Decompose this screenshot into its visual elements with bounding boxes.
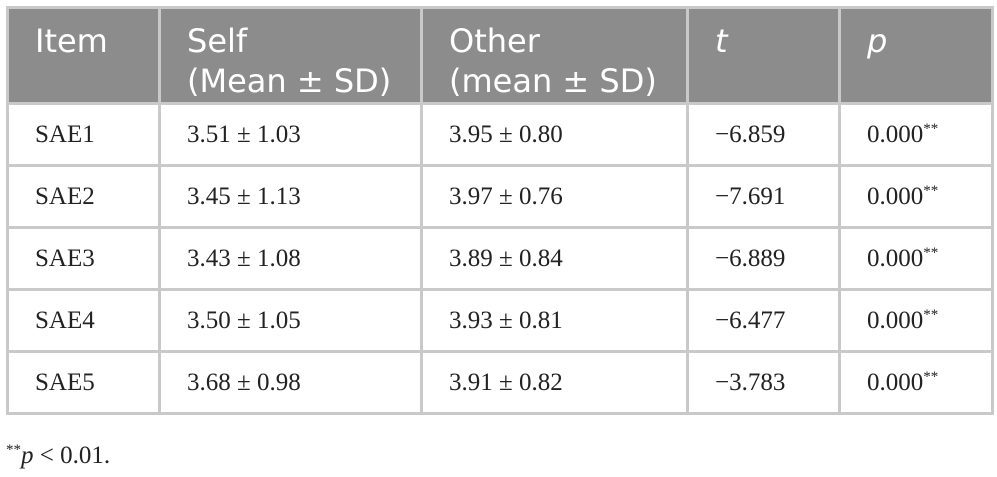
cell: −6.859 bbox=[686, 102, 841, 167]
header-cell: Other (mean ± SD) bbox=[420, 6, 689, 105]
table-row: SAE4 3.50 ± 1.05 3.93 ± 0.81 −6.477 0.000** bbox=[6, 288, 994, 353]
significance-marker: ** bbox=[923, 182, 939, 199]
cell: 3.97 ± 0.76 bbox=[420, 164, 689, 229]
cell: 3.45 ± 1.13 bbox=[158, 164, 423, 229]
cell: 3.50 ± 1.05 bbox=[158, 288, 423, 353]
cell: −3.783 bbox=[686, 350, 841, 415]
header-text: t bbox=[715, 22, 728, 60]
data-table: Item Self (Mean ± SD) Other (mean ± SD) t p SA… bbox=[6, 6, 994, 415]
table-row: SAE1 3.51 ± 1.03 3.95 ± 0.80 −6.859 0.000** bbox=[6, 102, 994, 167]
cell: SAE2 bbox=[6, 164, 161, 229]
cell: 3.68 ± 0.98 bbox=[158, 350, 423, 415]
footnote-text: < 0.01. bbox=[33, 442, 111, 469]
significance-marker: ** bbox=[923, 120, 939, 137]
footnote: **p < 0.01. bbox=[6, 442, 110, 470]
header-cell: p bbox=[838, 6, 994, 105]
header-text: (mean ± SD) bbox=[449, 62, 657, 100]
cell: −7.691 bbox=[686, 164, 841, 229]
header-text: Other bbox=[449, 22, 540, 60]
cell: SAE1 bbox=[6, 102, 161, 167]
cell: 3.51 ± 1.03 bbox=[158, 102, 423, 167]
header-cell: Item bbox=[6, 6, 161, 105]
header-cell: Self (Mean ± SD) bbox=[158, 6, 423, 105]
cell-text: 0.000 bbox=[867, 244, 924, 272]
cell-text: 0.000 bbox=[867, 368, 924, 396]
cell: −6.889 bbox=[686, 226, 841, 291]
header-text: (Mean ± SD) bbox=[187, 62, 392, 100]
table-row: SAE3 3.43 ± 1.08 3.89 ± 0.84 −6.889 0.000** bbox=[6, 226, 994, 291]
cell: SAE5 bbox=[6, 350, 161, 415]
significance-marker: ** bbox=[923, 244, 939, 261]
header-row: Item Self (Mean ± SD) Other (mean ± SD) t p bbox=[6, 6, 994, 105]
table-row: SAE2 3.45 ± 1.13 3.97 ± 0.76 −7.691 0.000** bbox=[6, 164, 994, 229]
table-row: SAE5 3.68 ± 0.98 3.91 ± 0.82 −3.783 0.000** bbox=[6, 350, 994, 415]
cell: 3.43 ± 1.08 bbox=[158, 226, 423, 291]
cell: 0.000** bbox=[838, 102, 994, 167]
significance-marker: ** bbox=[923, 306, 939, 323]
header-text: Item bbox=[35, 22, 108, 60]
footnote-marker: ** bbox=[6, 442, 21, 458]
header-text: p bbox=[867, 22, 888, 60]
cell: 3.95 ± 0.80 bbox=[420, 102, 689, 167]
cell-text: 0.000 bbox=[867, 120, 924, 148]
cell: SAE3 bbox=[6, 226, 161, 291]
cell-text: 0.000 bbox=[867, 182, 924, 210]
header-text: Self bbox=[187, 22, 248, 60]
cell: 3.91 ± 0.82 bbox=[420, 350, 689, 415]
cell-text: 0.000 bbox=[867, 306, 924, 334]
cell: 3.93 ± 0.81 bbox=[420, 288, 689, 353]
cell: 3.89 ± 0.84 bbox=[420, 226, 689, 291]
table-body: SAE1 3.51 ± 1.03 3.95 ± 0.80 −6.859 0.000** S… bbox=[6, 102, 994, 415]
significance-marker: ** bbox=[923, 368, 939, 385]
cell: 0.000** bbox=[838, 226, 994, 291]
cell: 0.000** bbox=[838, 350, 994, 415]
footnote-variable: p bbox=[21, 442, 34, 469]
cell: 0.000** bbox=[838, 164, 994, 229]
header-cell: t bbox=[686, 6, 841, 105]
cell: SAE4 bbox=[6, 288, 161, 353]
cell: 0.000** bbox=[838, 288, 994, 353]
cell: −6.477 bbox=[686, 288, 841, 353]
